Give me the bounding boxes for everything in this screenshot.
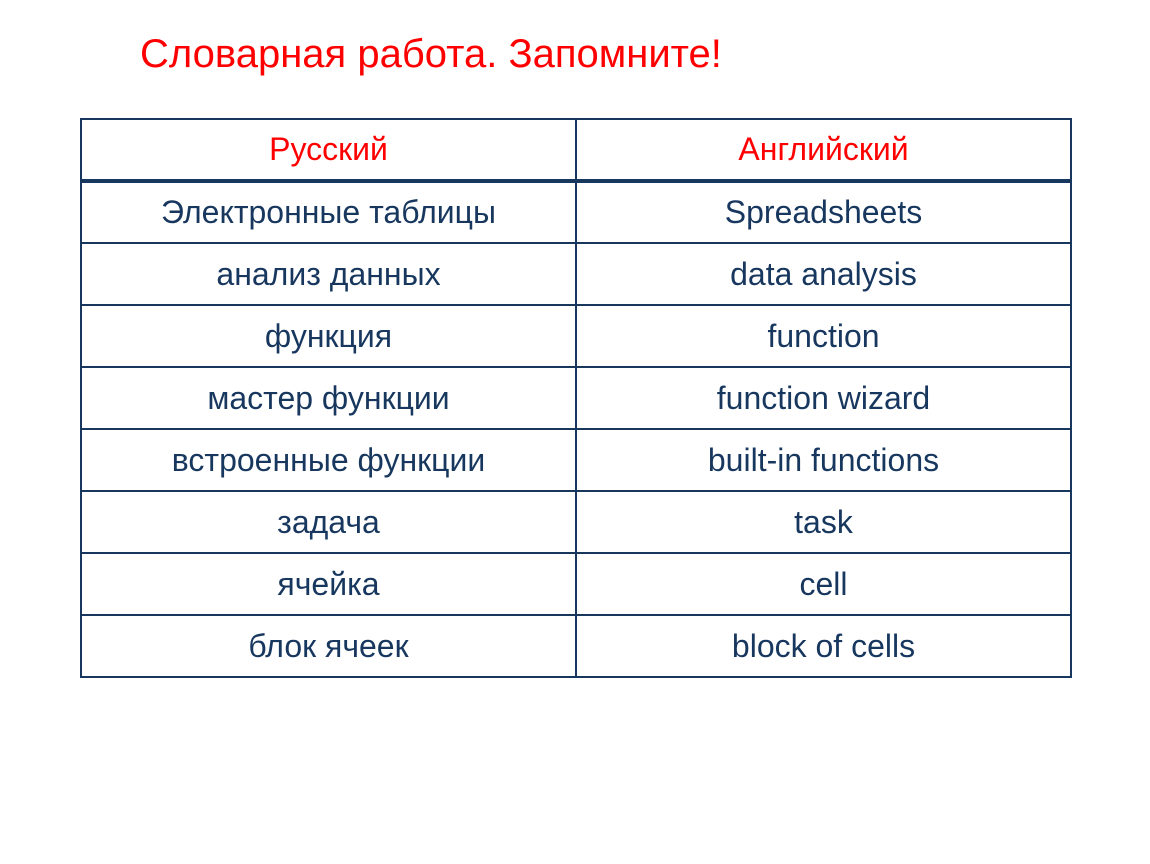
cell-russian: анализ данных [81, 243, 576, 305]
cell-english: Spreadsheets [576, 181, 1071, 243]
table-row: ячейка cell [81, 553, 1071, 615]
slide: Словарная работа. Запомните! Русский Анг… [0, 0, 1150, 864]
column-header-english: Английский [576, 119, 1071, 181]
cell-english: cell [576, 553, 1071, 615]
cell-russian: мастер функции [81, 367, 576, 429]
table-header-row: Русский Английский [81, 119, 1071, 181]
cell-english: block of cells [576, 615, 1071, 677]
cell-english: function [576, 305, 1071, 367]
table-row: функция function [81, 305, 1071, 367]
cell-english: function wizard [576, 367, 1071, 429]
cell-russian: ячейка [81, 553, 576, 615]
vocab-table: Русский Английский Электронные таблицы S… [80, 118, 1072, 678]
table-row: задача task [81, 491, 1071, 553]
cell-english: built-in functions [576, 429, 1071, 491]
table-row: мастер функции function wizard [81, 367, 1071, 429]
table-row: Электронные таблицы Spreadsheets [81, 181, 1071, 243]
table-row: встроенные функции built-in functions [81, 429, 1071, 491]
table-row: блок ячеек block of cells [81, 615, 1071, 677]
column-header-russian: Русский [81, 119, 576, 181]
cell-english: data analysis [576, 243, 1071, 305]
table-row: анализ данных data analysis [81, 243, 1071, 305]
cell-russian: функция [81, 305, 576, 367]
cell-english: task [576, 491, 1071, 553]
cell-russian: встроенные функции [81, 429, 576, 491]
cell-russian: Электронные таблицы [81, 181, 576, 243]
cell-russian: блок ячеек [81, 615, 576, 677]
slide-title: Словарная работа. Запомните! [140, 30, 1150, 78]
cell-russian: задача [81, 491, 576, 553]
